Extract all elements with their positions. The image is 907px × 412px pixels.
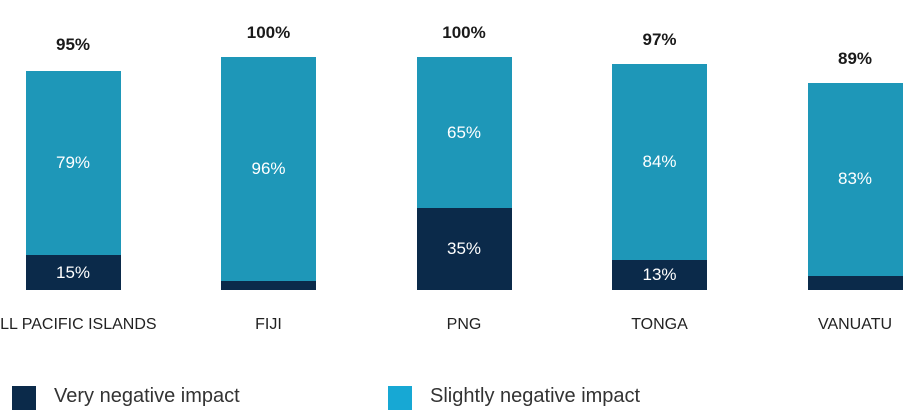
x-tick-label: FIJI	[255, 316, 282, 333]
value-label: 15%	[55, 262, 91, 282]
legend-swatch	[388, 386, 412, 410]
bar-segment	[807, 82, 903, 276]
value-label: 65%	[446, 122, 482, 142]
value-label: 84%	[642, 151, 677, 171]
total-label: 97%	[642, 29, 677, 49]
value-label: 79%	[55, 153, 91, 172]
bar-segment	[221, 280, 316, 290]
bar-segment	[612, 259, 707, 290]
legend-label: Slightly negative impact	[430, 385, 641, 407]
bar-segment	[25, 255, 121, 290]
bar-segment	[416, 208, 512, 290]
value-label: 96%	[251, 158, 286, 178]
total-label: 100%	[442, 23, 486, 42]
bar-segment	[612, 63, 707, 260]
x-tick-label: PNG	[446, 316, 482, 333]
total-label: 100%	[246, 23, 291, 42]
bar-segment	[807, 276, 903, 290]
x-tick-label: TONGA	[631, 316, 688, 333]
bar-segment	[25, 70, 121, 256]
x-tick-label: VANUATU	[817, 316, 893, 333]
bar-segment	[416, 57, 512, 209]
value-label: 83%	[837, 169, 873, 189]
value-label: 35%	[446, 239, 482, 259]
total-label: 89%	[837, 48, 873, 68]
bar-segment	[221, 57, 316, 281]
legend-swatch	[12, 386, 36, 410]
legend-label: Very negative impact	[54, 385, 240, 407]
x-tick-label: ALL PACIFIC ISLANDS	[0, 316, 157, 333]
value-label: 13%	[642, 264, 677, 284]
total-label: 95%	[55, 34, 91, 54]
